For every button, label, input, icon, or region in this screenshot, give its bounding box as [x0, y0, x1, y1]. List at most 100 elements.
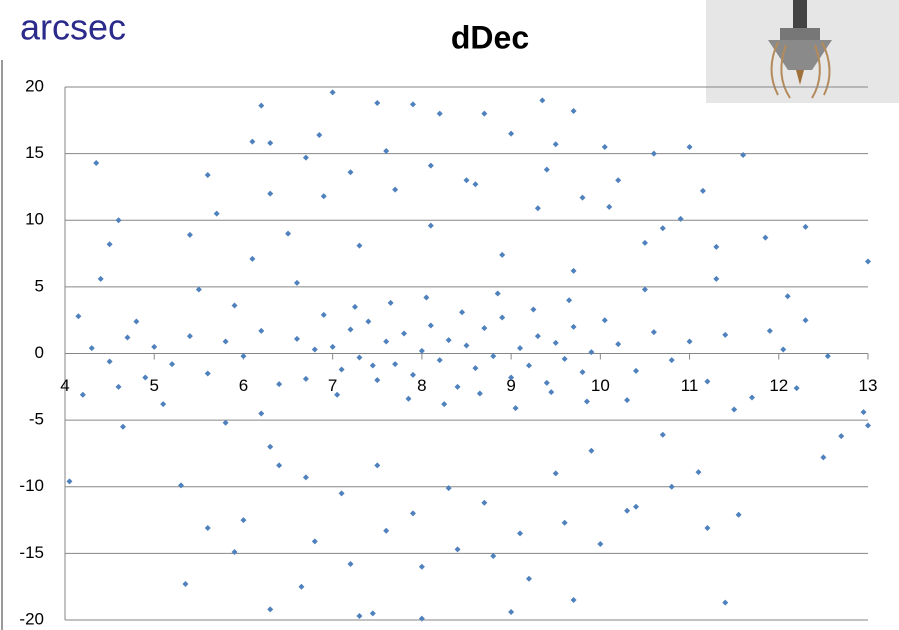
point — [766, 327, 773, 334]
point — [548, 389, 555, 396]
point — [186, 333, 193, 340]
point — [463, 342, 470, 349]
point — [508, 374, 515, 381]
point — [588, 349, 595, 356]
point — [338, 490, 345, 497]
point — [740, 151, 747, 158]
point — [285, 230, 292, 237]
point — [267, 606, 274, 613]
point — [240, 353, 247, 360]
point — [490, 553, 497, 560]
point — [311, 538, 318, 545]
point — [472, 365, 479, 372]
point — [204, 370, 211, 377]
point — [481, 110, 488, 117]
point — [316, 131, 323, 138]
x-tick-label: 12 — [769, 376, 788, 395]
point — [195, 286, 202, 293]
point — [860, 409, 867, 416]
point — [838, 433, 845, 440]
point — [186, 231, 193, 238]
point — [258, 410, 265, 417]
point — [320, 311, 327, 318]
point — [392, 361, 399, 368]
point — [650, 329, 657, 336]
point — [865, 258, 871, 265]
point — [258, 327, 265, 334]
point — [276, 462, 283, 469]
point — [824, 353, 831, 360]
point — [749, 394, 756, 401]
point — [356, 613, 363, 620]
point — [75, 313, 82, 320]
point — [534, 205, 541, 212]
point — [802, 223, 809, 230]
point — [267, 190, 274, 197]
chart-title: dDec — [451, 19, 529, 55]
point — [106, 358, 113, 365]
point — [476, 390, 483, 397]
point — [784, 293, 791, 300]
point — [267, 443, 274, 450]
point — [387, 299, 394, 306]
point — [441, 401, 448, 408]
point — [463, 177, 470, 184]
point — [97, 275, 104, 282]
point — [699, 187, 706, 194]
x-tick-label: 6 — [239, 376, 248, 395]
point — [383, 338, 390, 345]
point — [454, 546, 461, 553]
point — [427, 222, 434, 229]
point — [499, 251, 506, 258]
point — [722, 331, 729, 338]
point — [865, 422, 871, 429]
point — [66, 478, 73, 485]
point — [561, 355, 568, 362]
point — [735, 511, 742, 518]
point — [409, 101, 416, 108]
point — [668, 357, 675, 364]
point — [713, 275, 720, 282]
point — [793, 385, 800, 392]
point — [204, 525, 211, 532]
point — [142, 374, 149, 381]
point — [151, 343, 158, 350]
point — [481, 325, 488, 332]
point — [566, 297, 573, 304]
point — [494, 290, 501, 297]
point — [704, 378, 711, 385]
point — [508, 130, 515, 137]
point — [552, 141, 559, 148]
point — [641, 239, 648, 246]
y-tick-label: 5 — [35, 276, 44, 295]
point — [177, 482, 184, 489]
point — [88, 345, 95, 352]
point — [624, 397, 631, 404]
y-tick-label: 20 — [25, 76, 44, 95]
point — [302, 154, 309, 161]
point — [338, 366, 345, 373]
point — [293, 335, 300, 342]
point — [356, 354, 363, 361]
point — [530, 306, 537, 313]
point — [508, 609, 515, 616]
x-tick-label: 11 — [681, 376, 699, 395]
point — [525, 362, 532, 369]
x-tick-label: 5 — [149, 376, 158, 395]
y-tick-label: 0 — [35, 343, 44, 362]
point — [570, 597, 577, 604]
instrument-photo — [706, 0, 899, 103]
point — [169, 361, 176, 368]
y-tick-label: -5 — [29, 410, 44, 429]
point — [249, 255, 256, 262]
point — [249, 138, 256, 145]
point — [93, 159, 100, 166]
point — [369, 610, 376, 617]
point — [258, 102, 265, 109]
point — [298, 583, 305, 590]
point — [115, 217, 122, 224]
point — [79, 391, 86, 398]
point — [374, 462, 381, 469]
point — [365, 318, 372, 325]
